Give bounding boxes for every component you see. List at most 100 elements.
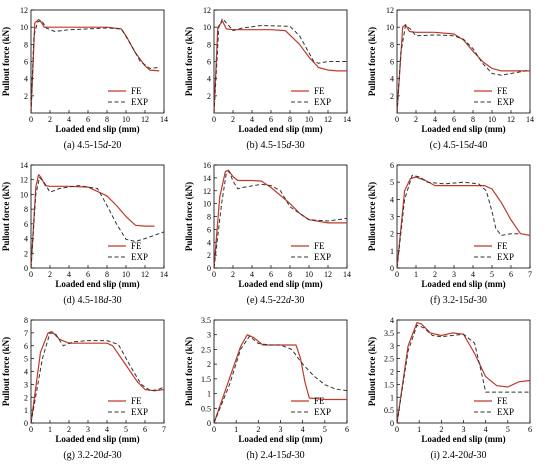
y-tick-label: 3 — [390, 213, 394, 222]
x-tick-label: 6 — [86, 270, 90, 279]
legend-label-exp: EXP — [497, 252, 514, 262]
chart-panel: 0 2 4 6 8 10 12 14 2 4 6 8 10 12 Loaded end slip (mm) P… — [184, 2, 367, 157]
y-axis-label: Pullout force (kN) — [1, 27, 11, 96]
x-tick-label: 3 — [452, 270, 456, 279]
series-line-exp — [396, 25, 531, 114]
y-tick-label: 0 — [24, 419, 28, 428]
series-line-exp — [30, 19, 160, 114]
y-tick-label: 10 — [203, 200, 211, 209]
chart-caption: (e) 4.5-22d-30 — [246, 295, 305, 306]
y-axis-label: Pullout force (kN) — [367, 182, 377, 251]
y-tick-label: 4 — [390, 195, 394, 204]
x-tick-label: 14 — [526, 115, 534, 124]
y-tick-label: 8 — [207, 40, 211, 49]
y-tick-label: 6 — [24, 58, 28, 67]
x-tick-label: 4 — [301, 425, 305, 434]
x-tick-label: 4 — [67, 270, 71, 279]
legend-label-exp: EXP — [131, 252, 148, 262]
y-tick-label: 2 — [207, 92, 211, 101]
series-line-fe — [213, 20, 347, 114]
legend-label-exp: EXP — [314, 407, 331, 417]
series-line-exp — [30, 332, 165, 424]
x-tick-label: 6 — [86, 115, 90, 124]
y-tick-label: 4 — [390, 316, 394, 325]
y-tick-label: 12 — [386, 6, 394, 15]
x-tick-label: 7 — [162, 425, 166, 434]
x-tick-label: 4 — [484, 425, 488, 434]
y-tick-label: 2.5 — [201, 345, 211, 354]
x-axis-label: Loaded end slip (mm) — [238, 124, 322, 134]
y-axis-label: Pullout force (kN) — [367, 337, 377, 406]
x-tick-label: 0 — [29, 115, 33, 124]
y-tick-label: 1 — [390, 247, 394, 256]
x-tick-label: 1 — [417, 425, 421, 434]
chart-caption: (f) 3.2-15d-30 — [430, 295, 487, 306]
x-tick-label: 4 — [105, 425, 109, 434]
x-tick-label: 5 — [323, 425, 327, 434]
x-tick-label: 14 — [160, 115, 168, 124]
y-tick-label: 2 — [207, 251, 211, 260]
x-tick-label: 3 — [279, 425, 283, 434]
y-tick-label: 2 — [390, 92, 394, 101]
x-tick-label: 0 — [29, 425, 33, 434]
chart-caption: (c) 4.5-15d-40 — [429, 140, 488, 151]
chart-panel: 0 1 2 3 4 5 6 0 0.5 1 1.5 2 2.5 3 3.5 Loaded end slip (… — [184, 312, 367, 467]
y-tick-label: 8 — [390, 40, 394, 49]
y-tick-label: 4 — [24, 235, 28, 244]
x-tick-label: 2 — [48, 115, 52, 124]
x-axis-label: Loaded end slip (mm) — [238, 434, 322, 444]
series-line-exp — [213, 335, 348, 424]
y-tick-label: 3.5 — [384, 329, 394, 338]
x-tick-label: 4 — [471, 270, 475, 279]
y-tick-label: 1 — [207, 390, 211, 399]
y-tick-label: 2 — [24, 92, 28, 101]
x-tick-label: 14 — [343, 270, 351, 279]
y-tick-label: 1 — [390, 393, 394, 402]
y-tick-label: 8 — [24, 40, 28, 49]
legend-label-exp: EXP — [497, 97, 514, 107]
x-tick-label: 10 — [122, 115, 130, 124]
y-tick-label: 12 — [203, 187, 211, 196]
x-tick-label: 8 — [471, 115, 475, 124]
y-tick-label: 0 — [207, 264, 211, 273]
x-tick-label: 14 — [343, 115, 351, 124]
y-tick-label: 1.5 — [384, 380, 394, 389]
y-tick-label: 0.5 — [384, 406, 394, 415]
chart-svg: 0 1 2 3 4 5 6 7 0 1 2 3 4 5 6 Loaded end slip (mm) Pullo… — [367, 161, 532, 289]
x-tick-label: 2 — [414, 115, 418, 124]
x-tick-label: 2 — [439, 425, 443, 434]
y-tick-label: 4 — [24, 368, 28, 377]
y-tick-label: 2.5 — [384, 355, 394, 364]
legend-label-exp: EXP — [314, 97, 331, 107]
y-tick-label: 4 — [207, 238, 211, 247]
x-tick-label: 2 — [256, 425, 260, 434]
y-tick-label: 3 — [24, 380, 28, 389]
x-tick-label: 10 — [122, 270, 130, 279]
legend-label-fe: FE — [131, 86, 142, 96]
x-tick-label: 12 — [507, 115, 515, 124]
y-tick-label: 1 — [24, 406, 28, 415]
x-tick-label: 8 — [288, 115, 292, 124]
y-tick-label: 8 — [207, 213, 211, 222]
series-line-exp — [213, 18, 347, 114]
x-tick-label: 8 — [105, 115, 109, 124]
y-tick-label: 10 — [20, 23, 28, 32]
x-tick-label: 5 — [506, 425, 510, 434]
series-line-fe — [30, 174, 155, 269]
y-tick-label: 3.5 — [201, 316, 211, 325]
y-tick-label: 6 — [390, 58, 394, 67]
y-tick-label: 2 — [24, 393, 28, 402]
y-tick-label: 2 — [24, 249, 28, 258]
x-tick-label: 4 — [433, 115, 437, 124]
x-tick-label: 6 — [452, 115, 456, 124]
x-tick-label: 0 — [212, 425, 216, 434]
y-tick-label: 6 — [24, 342, 28, 351]
x-tick-label: 1 — [48, 425, 52, 434]
legend-label-fe: FE — [314, 241, 325, 251]
y-axis-label: Pullout force (kN) — [184, 337, 194, 406]
y-tick-label: 12 — [203, 6, 211, 15]
chart-panel: 0 2 4 6 8 10 12 14 0 2 4 6 8 10 12 14 16 Loaded end slip … — [184, 157, 367, 312]
x-tick-label: 10 — [305, 115, 313, 124]
